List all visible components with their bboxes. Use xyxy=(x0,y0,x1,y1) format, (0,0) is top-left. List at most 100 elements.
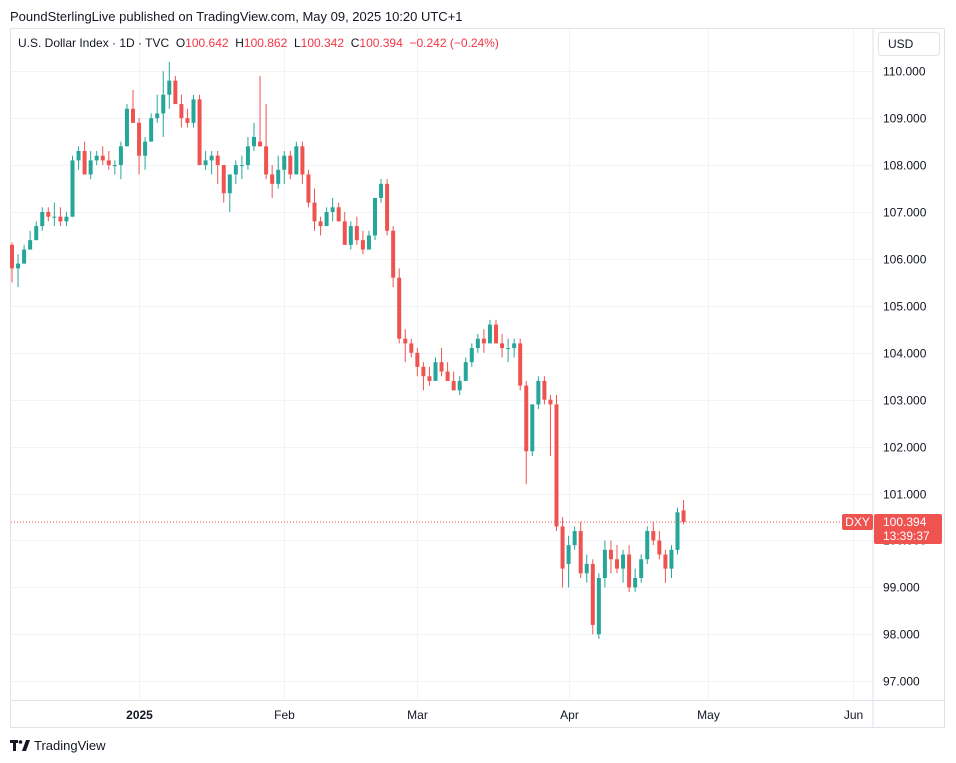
candle[interactable] xyxy=(681,500,686,525)
candle[interactable] xyxy=(167,61,172,109)
candle[interactable] xyxy=(258,75,263,147)
candle[interactable] xyxy=(330,197,335,222)
candle[interactable] xyxy=(536,376,541,410)
candle[interactable] xyxy=(137,118,142,175)
candle[interactable] xyxy=(215,151,220,184)
candle[interactable] xyxy=(173,75,178,105)
candle[interactable] xyxy=(512,338,517,358)
candle[interactable] xyxy=(276,155,281,189)
candle[interactable] xyxy=(657,531,662,560)
candle[interactable] xyxy=(131,90,135,123)
candle[interactable] xyxy=(409,338,414,358)
candle[interactable] xyxy=(76,146,81,170)
candle[interactable] xyxy=(179,94,184,128)
candle[interactable] xyxy=(590,559,595,635)
candle[interactable] xyxy=(373,197,377,241)
candle[interactable] xyxy=(22,244,27,264)
candle[interactable] xyxy=(161,71,166,137)
candle[interactable] xyxy=(385,179,390,236)
candle[interactable] xyxy=(318,216,323,236)
candle[interactable] xyxy=(427,366,432,386)
candle[interactable] xyxy=(149,113,154,142)
candle[interactable] xyxy=(143,136,148,170)
candle[interactable] xyxy=(578,521,583,578)
candle[interactable] xyxy=(245,136,250,170)
candle[interactable] xyxy=(342,212,347,245)
candle[interactable] xyxy=(306,169,311,208)
candle[interactable] xyxy=(415,348,420,377)
candle[interactable] xyxy=(584,554,589,583)
candle[interactable] xyxy=(457,376,462,395)
candle[interactable] xyxy=(106,151,111,170)
candle[interactable] xyxy=(494,319,498,344)
candle[interactable] xyxy=(397,268,402,344)
candle[interactable] xyxy=(566,535,571,588)
candle[interactable] xyxy=(360,230,365,255)
candle[interactable] xyxy=(58,207,63,227)
candle[interactable] xyxy=(391,226,396,288)
candle[interactable] xyxy=(530,404,535,456)
candle[interactable] xyxy=(64,212,69,227)
candle[interactable] xyxy=(46,207,51,222)
candle[interactable] xyxy=(252,122,256,151)
candle[interactable] xyxy=(463,357,468,381)
candle[interactable] xyxy=(487,319,492,344)
candle[interactable] xyxy=(124,104,129,147)
candle[interactable] xyxy=(608,540,613,574)
candle[interactable] xyxy=(542,376,547,405)
candle[interactable] xyxy=(379,179,384,203)
candle[interactable] xyxy=(433,357,438,381)
candle[interactable] xyxy=(34,221,39,241)
candle[interactable] xyxy=(118,141,123,180)
candle[interactable] xyxy=(439,348,444,377)
candle[interactable] xyxy=(264,104,269,180)
candle[interactable] xyxy=(185,108,190,128)
candle[interactable] xyxy=(221,165,226,203)
candle[interactable] xyxy=(233,160,238,184)
candle[interactable] xyxy=(336,202,341,222)
candle[interactable] xyxy=(675,507,680,555)
candle[interactable] xyxy=(451,371,456,391)
candle[interactable] xyxy=(475,334,480,353)
candle[interactable] xyxy=(300,141,305,184)
candle[interactable] xyxy=(82,141,87,175)
candle[interactable] xyxy=(615,545,619,574)
candle[interactable] xyxy=(10,242,14,283)
candle[interactable] xyxy=(348,221,353,250)
candle[interactable] xyxy=(88,151,93,180)
candle[interactable] xyxy=(651,521,656,546)
candle[interactable] xyxy=(572,526,577,550)
candle[interactable] xyxy=(112,160,117,175)
candle[interactable] xyxy=(645,526,650,564)
candle[interactable] xyxy=(28,230,33,250)
candle[interactable] xyxy=(155,94,160,123)
candle[interactable] xyxy=(633,568,638,593)
candle[interactable] xyxy=(227,174,232,212)
candle[interactable] xyxy=(421,362,426,391)
candle[interactable] xyxy=(602,540,607,588)
candle[interactable] xyxy=(354,216,359,245)
candle[interactable] xyxy=(70,155,75,217)
candle[interactable] xyxy=(524,380,529,485)
candle[interactable] xyxy=(191,94,196,128)
candle[interactable] xyxy=(270,165,275,198)
candle[interactable] xyxy=(209,151,214,175)
candle[interactable] xyxy=(52,202,57,227)
candle[interactable] xyxy=(621,549,626,583)
candle[interactable] xyxy=(548,395,553,456)
candle[interactable] xyxy=(518,338,523,391)
currency-button[interactable]: USD xyxy=(878,32,940,56)
candle[interactable] xyxy=(663,549,668,583)
candle[interactable] xyxy=(294,141,299,175)
candle[interactable] xyxy=(506,338,511,363)
candle[interactable] xyxy=(500,334,505,358)
candle[interactable] xyxy=(469,343,474,367)
candle[interactable] xyxy=(481,329,486,353)
candle[interactable] xyxy=(288,151,293,180)
candle[interactable] xyxy=(239,155,244,180)
candle[interactable] xyxy=(282,151,287,184)
candle[interactable] xyxy=(40,207,45,231)
candle[interactable] xyxy=(445,362,450,381)
candle[interactable] xyxy=(100,146,105,166)
candle[interactable] xyxy=(627,545,632,593)
